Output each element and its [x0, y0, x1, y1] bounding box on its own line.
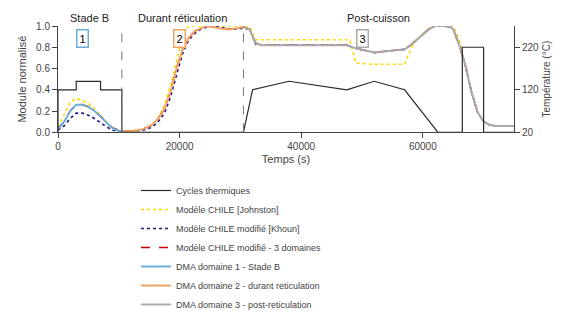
svg-text:0.2: 0.2	[36, 106, 50, 117]
svg-text:Module normalisé: Module normalisé	[16, 36, 28, 123]
svg-text:1: 1	[80, 33, 86, 45]
svg-text:0.4: 0.4	[36, 84, 50, 95]
svg-text:Post-cuisson: Post-cuisson	[347, 12, 410, 24]
svg-text:Modèle CHILE [Johnston]: Modèle CHILE [Johnston]	[176, 205, 279, 215]
svg-text:120: 120	[522, 84, 539, 95]
svg-text:Modèle CHILE modifié - 3 domai: Modèle CHILE modifié - 3 domaines	[176, 243, 321, 253]
svg-text:Cycles thermiques: Cycles thermiques	[176, 186, 251, 196]
svg-text:Stade B: Stade B	[70, 12, 109, 24]
svg-text:0.6: 0.6	[36, 63, 50, 74]
svg-text:20000: 20000	[166, 141, 194, 152]
svg-text:DMA domaine 3 - post-reticulat: DMA domaine 3 - post-reticulation	[176, 300, 312, 310]
svg-text:1.0: 1.0	[36, 21, 50, 32]
svg-text:Temps (s): Temps (s)	[262, 153, 310, 165]
svg-text:Température (°C): Température (°C)	[541, 41, 552, 118]
svg-text:2: 2	[177, 33, 183, 45]
svg-text:60000: 60000	[409, 141, 437, 152]
svg-text:DMA domaine 1 - Stade B: DMA domaine 1 - Stade B	[176, 262, 280, 272]
svg-text:3: 3	[360, 33, 366, 45]
svg-text:220: 220	[522, 42, 539, 53]
svg-text:20: 20	[522, 127, 534, 138]
svg-text:40000: 40000	[287, 141, 315, 152]
svg-text:Modèle CHILE modifié [Khoun]: Modèle CHILE modifié [Khoun]	[176, 224, 300, 234]
svg-text:0.8: 0.8	[36, 42, 50, 53]
svg-text:Durant réticulation: Durant réticulation	[138, 12, 227, 24]
svg-text:0: 0	[55, 141, 61, 152]
svg-text:0.0: 0.0	[36, 127, 50, 138]
svg-text:DMA domaine 2 - durant reticul: DMA domaine 2 - durant reticulation	[176, 281, 320, 291]
